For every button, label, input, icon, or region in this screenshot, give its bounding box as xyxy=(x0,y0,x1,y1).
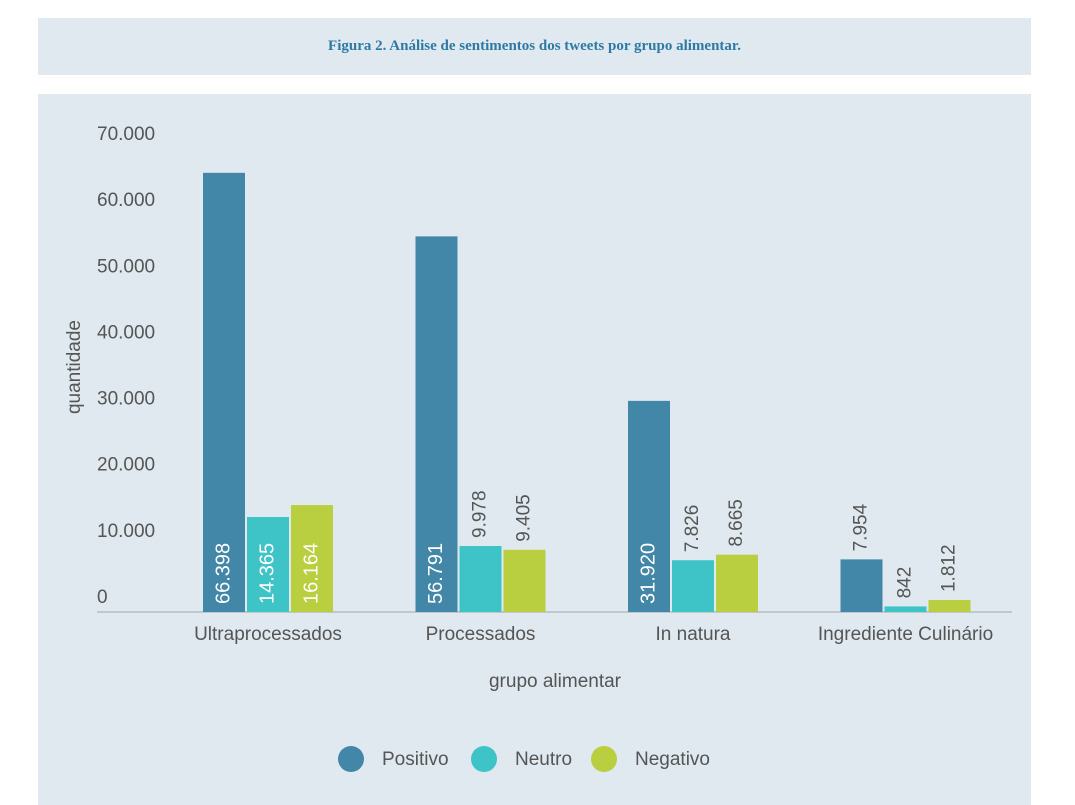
bar xyxy=(291,505,333,612)
legend-label: Negativo xyxy=(635,749,710,770)
y-tick-label: 50.000 xyxy=(97,256,155,277)
bar xyxy=(628,400,670,612)
title-banner: Figura 2. Análise de sentimentos dos twe… xyxy=(38,18,1031,75)
legend-label: Positivo xyxy=(382,749,449,770)
x-tick-label: Ingrediente Culinário xyxy=(818,624,993,645)
bar xyxy=(716,554,758,612)
data-label: 8.665 xyxy=(726,499,747,547)
chart-title: Figura 2. Análise de sentimentos dos twe… xyxy=(328,38,741,54)
x-tick-label: Ultraprocessados xyxy=(194,624,342,645)
bar xyxy=(415,236,458,612)
bar xyxy=(459,546,502,612)
y-tick-label: 40.000 xyxy=(97,322,155,343)
data-label: 66.398 xyxy=(212,543,234,604)
data-label: 842 xyxy=(895,567,916,599)
x-tick-label: In natura xyxy=(656,624,731,645)
y-tick-label: 60.000 xyxy=(97,190,155,211)
legend-marker xyxy=(338,746,364,772)
data-label: 1.812 xyxy=(939,544,960,592)
data-label: 31.920 xyxy=(637,543,659,604)
bar xyxy=(503,549,546,612)
bar xyxy=(884,606,927,612)
bar xyxy=(203,172,245,613)
legend-marker xyxy=(471,746,497,772)
data-label: 9.405 xyxy=(514,494,535,542)
chart-panel xyxy=(38,94,1031,805)
data-label: 7.954 xyxy=(851,503,872,551)
bar xyxy=(928,600,971,612)
y-tick-label: 20.000 xyxy=(97,455,155,476)
y-axis-title: quantidade xyxy=(64,320,85,414)
bar xyxy=(840,559,883,612)
x-axis-title: grupo alimentar xyxy=(489,671,622,692)
x-tick-label: Processados xyxy=(426,624,536,645)
y-tick-label: 30.000 xyxy=(97,389,155,410)
data-label: 7.826 xyxy=(682,505,703,553)
y-tick-label: 10.000 xyxy=(97,521,155,542)
data-label: 56.791 xyxy=(425,543,447,604)
legend-marker xyxy=(591,746,617,772)
y-tick-label: 0 xyxy=(97,587,108,608)
bar xyxy=(247,516,289,612)
bar xyxy=(672,560,714,612)
y-tick-label: 70.000 xyxy=(97,124,155,145)
legend-label: Neutro xyxy=(515,749,572,770)
data-label: 9.978 xyxy=(470,490,491,538)
data-label: 14.365 xyxy=(256,543,278,604)
data-label: 16.164 xyxy=(300,543,322,604)
